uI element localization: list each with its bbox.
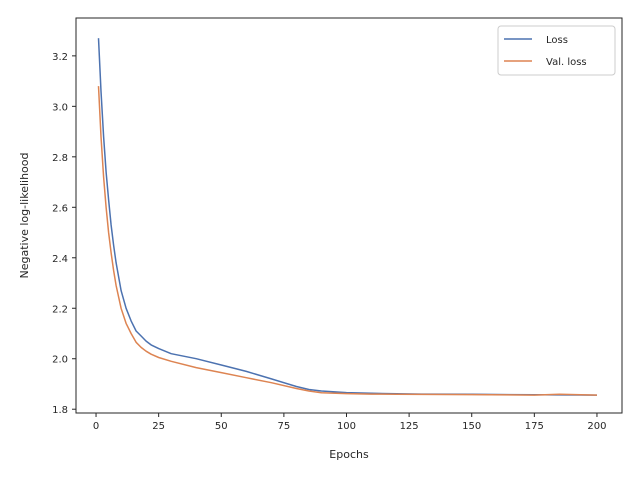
legend: Loss Val. loss (497, 25, 616, 76)
legend-label: Val. loss (546, 57, 587, 68)
x-tick-label: 175 (525, 421, 544, 432)
x-tick-label: 0 (93, 421, 99, 432)
x-tick-label: 25 (152, 421, 165, 432)
x-axis: 0 25 50 75 100 125 150 175 200 (93, 413, 607, 432)
x-tick-label: 125 (400, 421, 419, 432)
x-tick-label: 100 (337, 421, 356, 432)
x-axis-label: Epochs (329, 448, 369, 461)
y-tick-label: 3.2 (52, 52, 68, 63)
y-axis: 1.8 2.0 2.2 2.4 2.6 2.8 3.0 3.2 (52, 52, 76, 416)
y-tick-label: 2.0 (52, 355, 68, 366)
y-tick-label: 2.2 (52, 304, 68, 315)
y-tick-label: 3.0 (52, 102, 68, 113)
series-line-1 (97, 38, 598, 396)
y-axis-label: Negative log-likelihood (18, 153, 31, 279)
legend-label: Loss (546, 35, 568, 46)
y-tick-label: 2.8 (52, 153, 68, 164)
y-tick-label: 1.8 (52, 405, 68, 416)
x-tick-label: 50 (215, 421, 228, 432)
y-tick-label: 2.4 (52, 254, 68, 265)
plot-lines (97, 38, 598, 396)
x-tick-label: 75 (278, 421, 291, 432)
x-tick-label: 150 (462, 421, 481, 432)
y-tick-label: 2.6 (52, 203, 68, 214)
series-line-2 (97, 86, 598, 396)
x-tick-label: 200 (587, 421, 606, 432)
plot-frame (75, 17, 623, 414)
